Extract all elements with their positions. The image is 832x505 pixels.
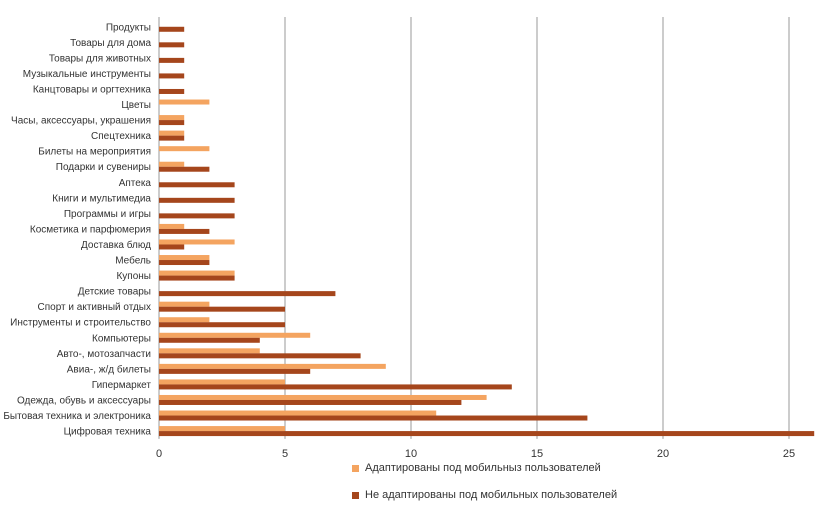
category-label: Бытовая техника и электроника [3, 411, 151, 422]
category-label: Спецтехника [91, 131, 151, 142]
bar-not-adapted [159, 260, 210, 266]
bar-not-adapted [159, 120, 185, 126]
legend-item-not-adapted: Не адаптированы под мобильных пользовате… [352, 489, 617, 501]
category-label: Доставка блюд [81, 239, 151, 251]
bar-not-adapted [159, 368, 311, 374]
category-label: Книги и мультимедиа [52, 193, 151, 204]
bar-not-adapted [159, 135, 185, 141]
bar-adapted [159, 317, 210, 323]
bar-not-adapted [159, 291, 336, 297]
bar-not-adapted [159, 213, 235, 219]
bar-adapted [159, 410, 437, 416]
bar-adapted [159, 301, 210, 307]
category-label: Канцтовары и оргтехника [33, 84, 152, 95]
category-label: Продукты [106, 22, 151, 33]
bar-not-adapted [159, 399, 462, 405]
x-tick-label: 15 [531, 448, 543, 460]
legend-item-adapted: Адаптированы под мобильныз пользователей [352, 462, 601, 474]
category-label: Авто-, мотозапчасти [57, 349, 151, 360]
bar-adapted [159, 239, 235, 245]
legend-swatch-not-adapted [352, 491, 359, 499]
category-label: Купоны [116, 271, 151, 282]
bar-adapted [159, 161, 185, 167]
bar-not-adapted [159, 197, 235, 203]
category-label: Подарки и сувениры [56, 162, 151, 173]
bar-adapted [159, 223, 185, 229]
category-label: Спорт и активный отдых [38, 302, 151, 313]
category-label: Билеты на мероприятия [38, 147, 151, 158]
category-label: Косметика и парфюмерия [30, 223, 151, 235]
x-tick-label: 10 [405, 448, 417, 460]
category-label: Музыкальные инструменты [23, 69, 151, 80]
bar-not-adapted [159, 431, 815, 437]
category-label: Товары для дома [70, 38, 151, 49]
category-label: Детские товары [78, 287, 151, 298]
bar-adapted [159, 130, 185, 136]
bar-not-adapted [159, 42, 185, 48]
bar-adapted [159, 332, 311, 338]
legend-swatch-adapted [352, 464, 359, 472]
bar-not-adapted [159, 57, 185, 63]
bar-not-adapted [159, 26, 185, 32]
legend-label-not-adapted: Не адаптированы под мобильных пользовате… [365, 489, 618, 501]
category-label: Часы, аксессуары, украшения [11, 116, 151, 127]
bar-adapted [159, 348, 260, 354]
bar-not-adapted [159, 182, 235, 188]
bar-not-adapted [159, 166, 210, 172]
x-tick-label: 20 [657, 448, 669, 460]
x-tick-label: 25 [783, 448, 795, 460]
category-label: Авиа-, ж/д билеты [67, 363, 151, 375]
category-label: Программы и игры [64, 209, 151, 220]
bar-not-adapted [159, 415, 588, 421]
bar-not-adapted [159, 244, 185, 250]
bar-not-adapted [159, 88, 185, 94]
bar-adapted [159, 99, 210, 105]
bar-not-adapted [159, 353, 361, 359]
x-tick-label: 0 [156, 448, 162, 460]
bar-not-adapted [159, 337, 260, 343]
category-label: Цветы [121, 100, 151, 111]
bar-not-adapted [159, 322, 285, 328]
category-label: Одежда, обувь и аксессуары [17, 394, 151, 406]
bar-not-adapted [159, 384, 512, 390]
category-label: Гипермаркет [92, 380, 152, 391]
bar-adapted [159, 115, 185, 121]
category-label: Аптека [119, 178, 152, 189]
bar-not-adapted [159, 306, 285, 312]
bar-adapted [159, 379, 285, 385]
category-label: Мебель [115, 255, 151, 267]
bar-not-adapted [159, 228, 210, 234]
category-label: Инструменты и строительство [10, 318, 151, 329]
bar-adapted [159, 363, 386, 369]
x-tick-label: 5 [282, 448, 288, 460]
bar-adapted [159, 255, 210, 261]
bar-adapted [159, 146, 210, 152]
bar-adapted [159, 426, 285, 432]
category-label: Компьютеры [92, 333, 151, 344]
bar-not-adapted [159, 275, 235, 281]
bar-adapted [159, 394, 487, 400]
bar-not-adapted [159, 73, 185, 79]
category-label: Цифровая техника [64, 426, 152, 438]
category-label: Товары для животных [49, 53, 151, 64]
legend-label-adapted: Адаптированы под мобильныз пользователей [365, 462, 601, 474]
bar-adapted [159, 270, 235, 276]
